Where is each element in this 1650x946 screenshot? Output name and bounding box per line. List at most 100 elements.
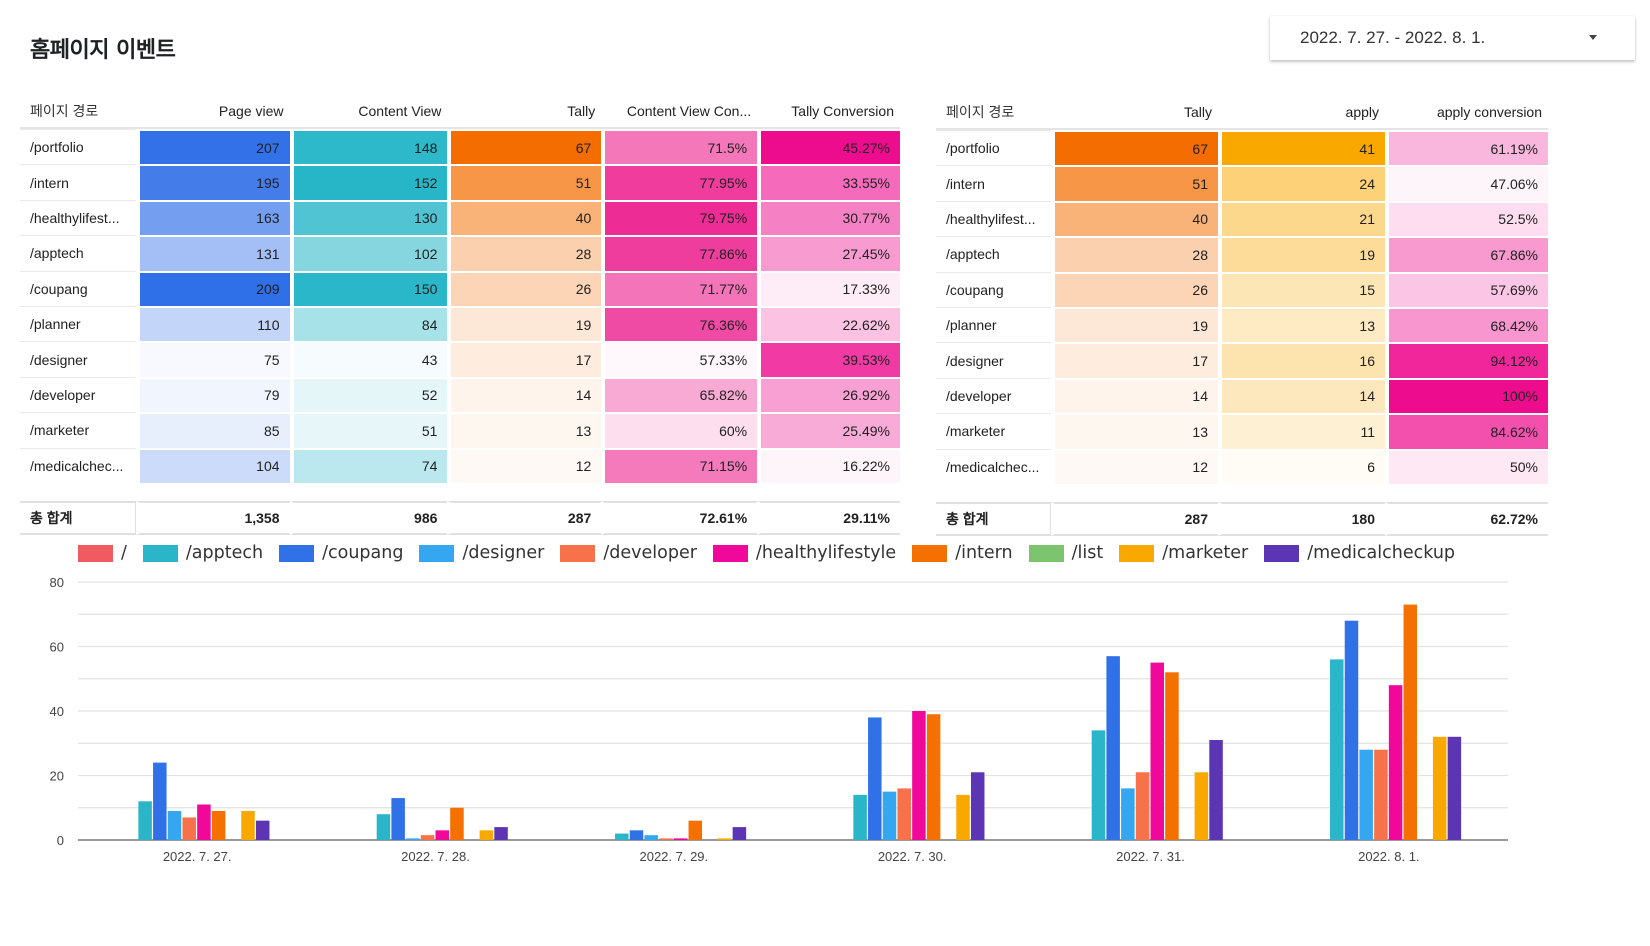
page-path-cell: /intern	[20, 164, 136, 199]
bar[interactable]	[479, 830, 494, 840]
bar[interactable]	[391, 798, 405, 840]
column-header-tally[interactable]: Tally	[1051, 96, 1218, 130]
bar[interactable]	[450, 807, 464, 840]
metric-cell: 28	[447, 235, 602, 271]
legend-item[interactable]: /apptech	[142, 543, 263, 563]
bar[interactable]	[688, 820, 703, 840]
table-row[interactable]: /developer 79 52 14 65.82% 26.92%	[20, 376, 900, 413]
bar[interactable]	[153, 762, 167, 840]
legend-item[interactable]: /medicalcheckup	[1264, 543, 1455, 563]
bar[interactable]	[882, 791, 897, 840]
table-row[interactable]: /developer 14 14 100%	[936, 377, 1548, 414]
bar[interactable]	[1209, 740, 1223, 840]
table-row[interactable]: /planner 110 84 19 76.36% 22.62%	[20, 305, 900, 342]
bar[interactable]	[1091, 730, 1106, 840]
table-row[interactable]: /intern 51 24 47.06%	[936, 165, 1548, 201]
table-row[interactable]: /medicalchec... 104 74 12 71.15% 16.22%	[20, 447, 900, 483]
table-row[interactable]: /apptech 131 102 28 77.86% 27.45%	[20, 235, 900, 271]
bar[interactable]	[241, 810, 255, 840]
date-range-picker[interactable]: 2022. 7. 27. - 2022. 8. 1.	[1270, 16, 1635, 60]
metric-cell: 16	[1218, 342, 1385, 378]
bar[interactable]	[732, 827, 747, 840]
table-row[interactable]: /marketer 85 51 13 60% 25.49%	[20, 412, 900, 448]
legend-item[interactable]: /marketer	[1119, 543, 1248, 563]
bar[interactable]	[926, 714, 941, 840]
column-header-page-path[interactable]: 페이지 경로	[936, 96, 1051, 130]
column-header-page-path[interactable]: 페이지 경로	[20, 95, 136, 129]
bar[interactable]	[1121, 788, 1135, 840]
legend-item[interactable]: /	[78, 543, 127, 563]
bar[interactable]	[420, 835, 435, 840]
table-row[interactable]: /apptech 28 19 67.86%	[936, 236, 1548, 272]
column-header-tally[interactable]: Tally	[447, 95, 602, 129]
bar[interactable]	[197, 804, 211, 840]
column-header-tally-conversion[interactable]: Tally Conversion	[757, 95, 900, 129]
bar[interactable]	[1106, 656, 1120, 840]
table-row[interactable]: /marketer 13 11 84.62%	[936, 413, 1548, 449]
bar[interactable]	[1447, 736, 1462, 840]
table-row[interactable]: /healthylifest... 163 130 40 79.75% 30.77%	[20, 199, 900, 236]
y-tick-label: 80	[50, 575, 64, 590]
legend-item[interactable]: /list	[1028, 543, 1103, 563]
column-header-content-view-conversion[interactable]: Content View Con...	[601, 95, 758, 129]
bar[interactable]	[956, 794, 970, 840]
bar[interactable]	[1330, 659, 1344, 840]
column-header-apply[interactable]: apply	[1218, 96, 1385, 130]
bar[interactable]	[853, 794, 867, 840]
bar[interactable]	[629, 830, 644, 840]
metric-cell: 130	[289, 199, 448, 236]
column-header-apply-conversion[interactable]: apply conversion	[1385, 96, 1548, 130]
bar[interactable]	[970, 772, 985, 840]
bar[interactable]	[138, 801, 152, 840]
bar[interactable]	[1135, 772, 1150, 840]
bar[interactable]	[376, 814, 391, 840]
bar[interactable]	[1403, 604, 1418, 840]
legend-item[interactable]: /designer	[419, 543, 544, 563]
table-row[interactable]: /medicalchec... 12 6 50%	[936, 448, 1548, 484]
bar[interactable]	[644, 835, 658, 840]
table-row[interactable]: /designer 17 16 94.12%	[936, 342, 1548, 378]
bar[interactable]	[717, 838, 732, 840]
bar[interactable]	[912, 711, 926, 840]
bar[interactable]	[1194, 772, 1209, 840]
legend-item[interactable]: /healthylifestyle	[712, 543, 896, 563]
total-label: 총 합계	[20, 500, 136, 535]
caret-down-icon[interactable]	[1589, 35, 1597, 40]
table-row[interactable]: /coupang 26 15 57.69%	[936, 271, 1548, 307]
table-row[interactable]: /intern 195 152 51 77.95% 33.55%	[20, 164, 900, 200]
table-row[interactable]: /portfolio 67 41 61.19%	[936, 130, 1548, 166]
bar[interactable]	[673, 838, 688, 840]
bar[interactable]	[659, 838, 673, 840]
metric-cell: 16.22%	[757, 447, 900, 483]
legend-item[interactable]: /intern	[912, 543, 1013, 563]
total-value: 29.11%	[757, 500, 900, 535]
page-path-cell: /marketer	[20, 412, 136, 447]
table-row[interactable]: /healthylifest... 40 21 52.5%	[936, 200, 1548, 237]
bar[interactable]	[182, 817, 196, 840]
table-row[interactable]: /planner 19 13 68.42%	[936, 306, 1548, 343]
bar[interactable]	[406, 838, 420, 840]
bar[interactable]	[435, 830, 450, 840]
bar[interactable]	[1165, 672, 1179, 840]
legend-item[interactable]: /coupang	[279, 543, 403, 563]
bar[interactable]	[1432, 736, 1447, 840]
table-row[interactable]: /coupang 209 150 26 71.77% 17.33%	[20, 270, 900, 306]
bar[interactable]	[615, 833, 629, 840]
bar[interactable]	[1344, 620, 1359, 840]
bar[interactable]	[1388, 685, 1403, 840]
bar[interactable]	[494, 827, 508, 840]
bar[interactable]	[1359, 749, 1373, 840]
bar[interactable]	[167, 810, 182, 840]
bar[interactable]	[211, 810, 226, 840]
page-path-cell: /healthylifest...	[936, 200, 1051, 236]
bar[interactable]	[255, 820, 270, 840]
column-header-content-view[interactable]: Content View	[289, 95, 448, 129]
table-row[interactable]: /portfolio 207 148 67 71.5% 45.27%	[20, 129, 900, 165]
legend-item[interactable]: /developer	[560, 543, 697, 563]
bar[interactable]	[1150, 662, 1165, 840]
column-header-page-view[interactable]: Page view	[135, 95, 290, 129]
bar[interactable]	[897, 788, 911, 840]
bar[interactable]	[868, 717, 882, 840]
table-row[interactable]: /designer 75 43 17 57.33% 39.53%	[20, 341, 900, 377]
bar[interactable]	[1374, 749, 1388, 840]
